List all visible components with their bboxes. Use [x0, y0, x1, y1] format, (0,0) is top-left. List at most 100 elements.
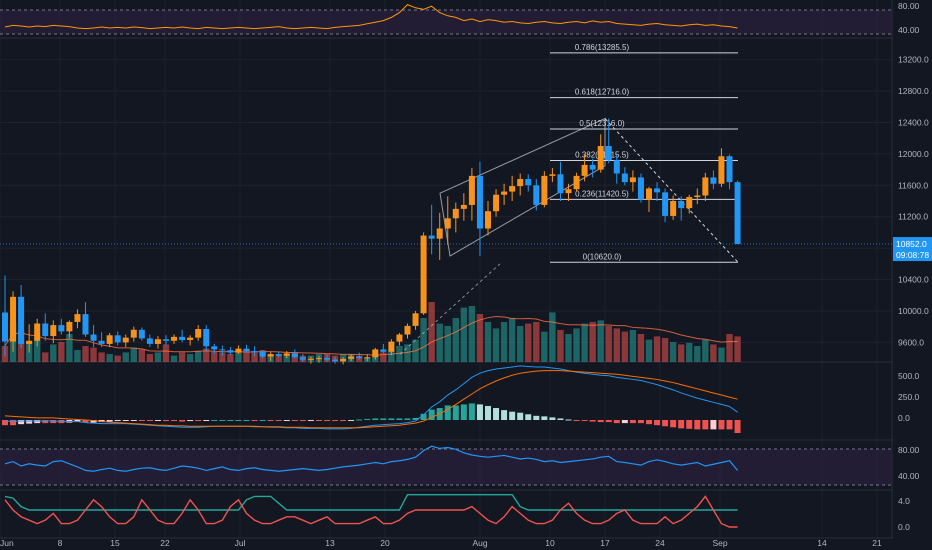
macd-histogram-bar — [146, 420, 153, 421]
macd-histogram-bar — [710, 420, 717, 430]
volume-bar — [195, 350, 202, 362]
volume-bar — [694, 346, 701, 362]
candlestick-series — [2, 118, 741, 365]
macd-histogram-bar — [509, 411, 516, 420]
macd-histogram-bar — [452, 405, 459, 420]
candle-body — [581, 164, 588, 176]
rsi-tick-label: 40.00 — [898, 471, 920, 481]
candle-body — [621, 173, 628, 183]
macd-histogram-bar — [98, 420, 105, 423]
macd-histogram-bar — [34, 420, 41, 424]
macd-histogram-bar — [621, 420, 628, 424]
candle-body — [372, 349, 379, 358]
volume-bar — [508, 318, 516, 362]
volume-bar — [114, 355, 121, 362]
time-tick-label: Aug — [472, 538, 487, 548]
macd-histogram-bar — [654, 420, 661, 426]
price-axis[interactable]: 13200.0 12800.0 12400.0 12000.0 11600.0 11200… — [893, 0, 932, 550]
candle-body — [98, 340, 105, 344]
time-tick-label: 22 — [160, 538, 170, 548]
candle-body — [267, 354, 274, 357]
candle-body — [74, 314, 81, 322]
macd-histogram-bar — [637, 420, 644, 424]
fib-level-label: 0.786(13285.5) — [575, 43, 630, 52]
candle-body — [702, 177, 709, 196]
volume-bar — [243, 350, 250, 362]
macd-histogram-bar — [412, 417, 419, 420]
macd-histogram-bar — [219, 420, 226, 421]
fibonacci-retracement[interactable]: 0.786(13285.5) 0.618(12716.0) 0.5(12316.0)… — [0, 43, 892, 355]
volume-bar — [517, 326, 524, 362]
candle-body — [501, 191, 508, 195]
volume-bar — [380, 352, 387, 362]
macd-histogram-bar — [26, 420, 33, 424]
price-tick-label: 11200.0 — [898, 212, 928, 222]
macd-histogram-bar — [517, 412, 524, 420]
macd-histogram-bar — [195, 420, 202, 422]
candle-body — [525, 179, 532, 186]
volume-bar — [388, 350, 395, 362]
macd-histogram-bar — [299, 420, 306, 422]
parallel-channel — [439, 117, 606, 257]
rsi-top-band — [0, 10, 892, 34]
volume-bar — [66, 334, 73, 362]
macd-histogram-bar — [613, 420, 620, 424]
price-tick-label: 12400.0 — [898, 117, 929, 127]
macd-histogram-bar — [501, 410, 508, 420]
macd-histogram-bar — [549, 417, 556, 420]
macd-histogram-bar — [686, 420, 693, 429]
macd-histogram-bar — [179, 420, 186, 422]
volume-bar — [613, 328, 620, 362]
macd-histogram-bar — [581, 420, 588, 422]
macd-histogram-bar — [251, 420, 258, 421]
candle-body — [146, 338, 153, 344]
candle-body — [34, 323, 41, 341]
price-tick-label: 12800.0 — [898, 86, 929, 96]
time-axis[interactable]: Jun 8 15 22 Jul 13 20 Aug 10 17 24 Sep 14 21 — [0, 538, 882, 548]
volume-bar — [98, 352, 105, 362]
volume-bar — [227, 354, 234, 362]
candle-body — [66, 321, 73, 332]
volume-bar — [573, 328, 580, 362]
macd-histogram-bar — [380, 418, 387, 420]
time-tick-label: 14 — [817, 538, 827, 548]
volume-bar — [645, 339, 653, 362]
axis-background — [893, 0, 932, 550]
macd-histogram-bar — [315, 420, 322, 421]
volume-bar — [565, 334, 572, 362]
volume-bar — [686, 342, 693, 362]
volume-bar — [211, 351, 218, 362]
macd-histogram-bar — [396, 418, 403, 420]
time-tick-label: 20 — [380, 538, 390, 548]
candle-body — [637, 177, 644, 200]
volume-bar — [702, 339, 709, 362]
macd-histogram-bar — [589, 420, 596, 422]
volume-bar — [605, 326, 612, 362]
candle-body — [533, 185, 540, 205]
volume-bar — [90, 347, 97, 362]
time-tick-label: Jun — [0, 538, 14, 548]
macd-histogram-bar — [138, 420, 145, 421]
price-tick-label: 12000.0 — [898, 149, 929, 159]
candle-body — [259, 351, 266, 357]
macd-histogram-bar — [42, 420, 49, 424]
candle-body — [243, 348, 250, 352]
macd-tick-label: 500.0 — [898, 371, 920, 381]
volume-bar — [621, 331, 629, 362]
candle-body — [114, 335, 121, 343]
macd-histogram-bar — [291, 420, 298, 421]
volume-bar — [661, 338, 669, 362]
macd-histogram-bar — [50, 420, 57, 424]
candle-body — [324, 358, 330, 360]
candle-body — [187, 337, 194, 341]
stoch-tick-label: 0.0 — [898, 522, 910, 532]
candle-body — [662, 192, 669, 216]
rsi-top-pane — [0, 4, 892, 35]
volume-bar — [74, 350, 81, 362]
volume-bar — [106, 354, 113, 362]
macd-histogram-bar — [90, 420, 97, 423]
volume-bar — [653, 336, 661, 362]
time-tick-label: Sep — [712, 538, 727, 548]
candle-body — [340, 358, 347, 362]
